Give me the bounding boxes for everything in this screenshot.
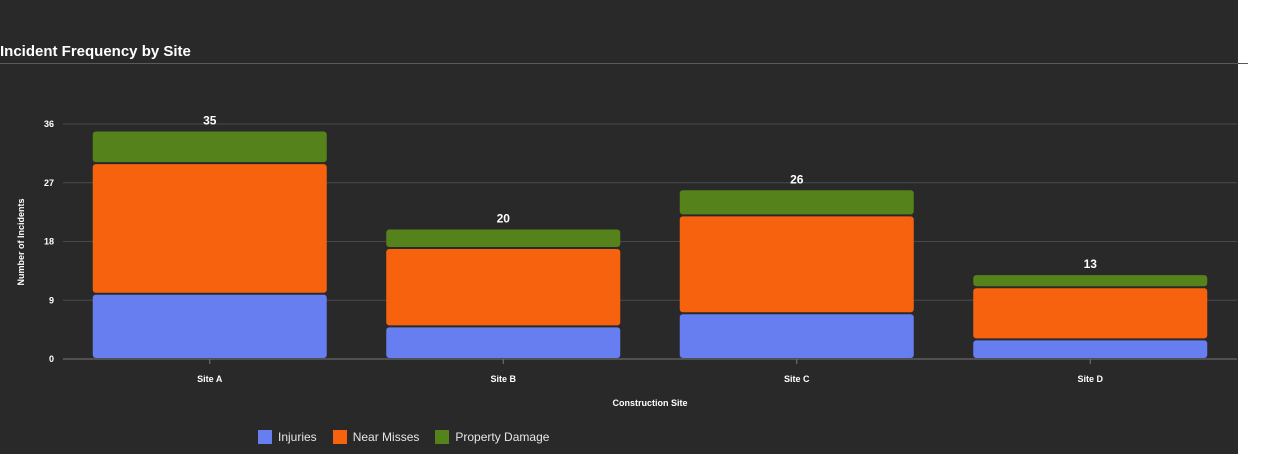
x-axis-label: Construction Site bbox=[612, 398, 687, 408]
title-divider-extension bbox=[1238, 63, 1248, 64]
bar-property-damage[interactable] bbox=[973, 275, 1208, 287]
bar-injuries[interactable] bbox=[92, 294, 327, 358]
bar-injuries[interactable] bbox=[386, 327, 621, 358]
total-label: 35 bbox=[203, 114, 217, 128]
total-labels: 35 20 26 13 bbox=[203, 114, 1097, 272]
title-divider bbox=[0, 63, 1248, 64]
chart-panel: Incident Frequency by Site 0 9 18 27 36 35 20… bbox=[0, 0, 1248, 454]
bar-near-misses[interactable] bbox=[386, 249, 621, 326]
bar-injuries[interactable] bbox=[973, 340, 1208, 358]
x-tick-label: Site D bbox=[1077, 374, 1103, 384]
legend-label: Property Damage bbox=[455, 430, 550, 444]
y-axis-label: Number of Incidents bbox=[16, 198, 26, 285]
bars bbox=[92, 131, 1208, 358]
y-tick-label: 36 bbox=[44, 119, 54, 129]
y-tick-label: 18 bbox=[44, 237, 54, 247]
bar-injuries[interactable] bbox=[679, 314, 914, 358]
legend-swatch bbox=[332, 430, 347, 444]
bar-property-damage[interactable] bbox=[679, 190, 914, 215]
y-tick-label: 0 bbox=[49, 354, 54, 364]
legend-item-injuries[interactable]: Injuries bbox=[258, 430, 317, 444]
bar-near-misses[interactable] bbox=[973, 288, 1208, 339]
total-label: 13 bbox=[1084, 257, 1098, 271]
bar-property-damage[interactable] bbox=[92, 131, 327, 163]
y-tick-label: 9 bbox=[49, 295, 54, 305]
legend: Injuries Near Misses Property Damage bbox=[258, 430, 549, 444]
chart-title: Incident Frequency by Site bbox=[0, 43, 191, 60]
legend-item-property-damage[interactable]: Property Damage bbox=[435, 430, 549, 444]
x-axis-ticks: Site A Site B Site C Site D bbox=[197, 359, 1103, 384]
legend-label: Injuries bbox=[278, 430, 317, 444]
x-tick-label: Site C bbox=[784, 374, 810, 384]
legend-label: Near Misses bbox=[352, 430, 420, 444]
total-label: 20 bbox=[497, 211, 511, 225]
bar-near-misses[interactable] bbox=[679, 216, 914, 313]
legend-swatch bbox=[258, 430, 272, 444]
bar-near-misses[interactable] bbox=[92, 164, 327, 293]
legend-item-near-misses[interactable]: Near Misses bbox=[332, 430, 420, 444]
x-tick-label: Site A bbox=[197, 374, 223, 384]
x-tick-label: Site B bbox=[490, 374, 516, 384]
legend-swatch bbox=[435, 430, 450, 444]
y-tick-label: 27 bbox=[44, 178, 54, 188]
total-label: 26 bbox=[790, 172, 804, 186]
bar-property-damage[interactable] bbox=[386, 229, 621, 248]
y-axis-ticks: 0 9 18 27 36 bbox=[44, 119, 54, 364]
